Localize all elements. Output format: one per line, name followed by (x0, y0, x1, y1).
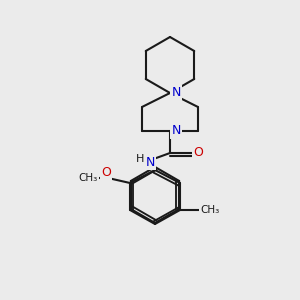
Text: CH₃: CH₃ (200, 205, 220, 215)
Text: CH₃: CH₃ (78, 173, 98, 183)
Text: O: O (193, 146, 203, 160)
Text: N: N (145, 155, 155, 169)
Text: H: H (136, 154, 144, 164)
Text: N: N (171, 86, 181, 100)
Text: N: N (171, 124, 181, 137)
Text: O: O (101, 167, 111, 179)
